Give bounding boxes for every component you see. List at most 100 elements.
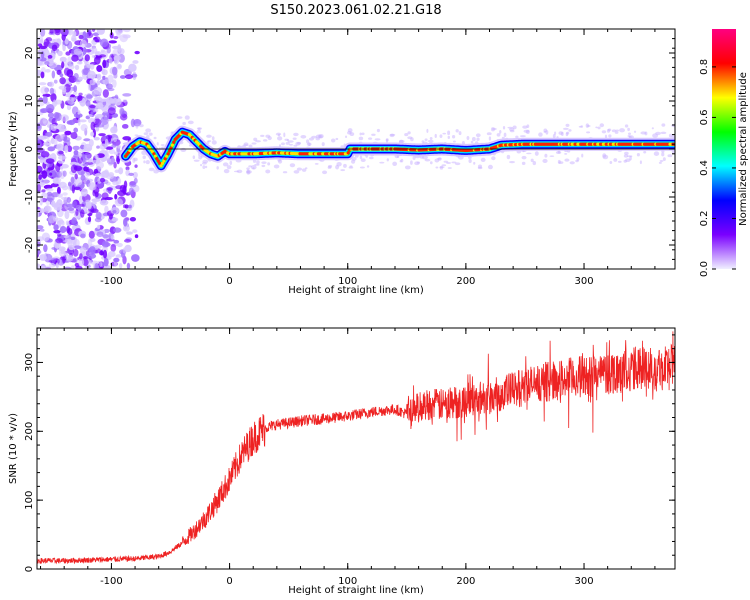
noise-blob: [99, 250, 105, 256]
noise-blob: [67, 64, 75, 70]
noise-blob: [59, 56, 67, 63]
noise-blob: [53, 224, 59, 231]
noise-blob: [104, 153, 110, 161]
noise-blob: [57, 160, 65, 164]
speckle: [613, 158, 618, 162]
speckle: [301, 168, 307, 172]
noise-blob: [39, 45, 48, 50]
ridge-peak: [346, 151, 350, 155]
speckle: [386, 158, 389, 162]
noise-blob: [59, 73, 64, 78]
noise-blob: [133, 177, 138, 184]
noise-blob: [122, 136, 132, 141]
noise-blob: [72, 248, 79, 257]
snr-ytick-label: 0: [24, 566, 35, 572]
speckle: [607, 128, 612, 132]
ridge-peak: [155, 157, 159, 161]
noise-blob: [57, 155, 67, 160]
speckle: [554, 131, 557, 135]
speckle: [156, 142, 159, 146]
noise-blob: [119, 107, 125, 116]
noise-blob: [71, 217, 78, 226]
noise-blob: [48, 215, 56, 224]
speckle: [407, 131, 411, 135]
noise-blob: [39, 29, 46, 37]
noise-blob: [122, 204, 127, 209]
speckle: [361, 132, 365, 136]
speckle: [601, 130, 607, 134]
noise-blob: [93, 136, 100, 141]
noise-blob: [98, 133, 106, 137]
spec-ytick-label: -10: [24, 189, 35, 205]
speckle: [442, 132, 447, 135]
noise-blob: [114, 193, 118, 200]
speckle: [476, 137, 480, 141]
noise-blob: [102, 69, 108, 76]
speckle: [187, 120, 194, 125]
speckle: [565, 123, 570, 127]
noise-blob: [99, 177, 106, 183]
cbar-tick-label: 0.6: [699, 109, 710, 125]
speckle: [138, 124, 144, 128]
noise-blob: [73, 73, 79, 80]
speckle: [248, 144, 253, 149]
noise-blob: [53, 180, 59, 185]
speckle: [254, 163, 260, 166]
noise-blob: [112, 48, 121, 57]
noise-blob: [128, 172, 135, 177]
colorbar-label: Normalized spectral amplitude: [738, 72, 749, 226]
speckle: [426, 128, 429, 133]
noise-blob: [94, 217, 102, 223]
speckle: [315, 134, 322, 139]
speckle: [358, 136, 364, 141]
speckle: [515, 135, 519, 139]
speckle: [488, 136, 492, 141]
speckle: [586, 131, 591, 134]
ridge-peak: [156, 159, 160, 163]
noise-blob: [106, 187, 113, 191]
speckle: [289, 163, 296, 168]
noise-blob: [71, 37, 77, 42]
ridge-peak: [172, 140, 176, 144]
speckle: [628, 132, 631, 135]
noise-blob: [116, 242, 123, 248]
speckle: [198, 155, 203, 160]
speckle: [543, 131, 547, 133]
noise-blob: [129, 216, 137, 222]
speckle: [623, 154, 629, 158]
noise-blob: [82, 46, 87, 55]
speckle: [660, 131, 667, 135]
noise-blob: [134, 164, 138, 168]
noise-blob: [78, 34, 84, 40]
spec-xtick-label: 300: [574, 276, 593, 287]
speckle: [627, 127, 630, 132]
noise-blob: [123, 218, 128, 227]
noise-blob: [51, 257, 56, 264]
spec-xtick-label: 200: [456, 276, 475, 287]
noise-blob: [68, 244, 75, 251]
noise-blob: [134, 234, 139, 239]
noise-blob: [90, 131, 95, 137]
noise-blob: [113, 239, 120, 244]
noise-blob: [50, 137, 55, 145]
noise-blob: [51, 200, 56, 207]
speckle: [206, 134, 212, 138]
noise-blob: [56, 186, 61, 195]
noise-blob: [54, 29, 62, 36]
speckle: [439, 134, 443, 139]
spec-plot-area: [37, 29, 675, 269]
noise-blob: [77, 110, 81, 115]
noise-blob: [126, 262, 131, 269]
speckle: [424, 138, 428, 142]
speckle: [205, 165, 208, 169]
noise-blob: [90, 208, 99, 214]
noise-blob: [45, 69, 51, 73]
speckle: [611, 129, 617, 133]
speckle: [340, 169, 346, 172]
noise-blob: [83, 138, 91, 142]
ridge-peak: [159, 164, 163, 168]
noise-blob: [123, 29, 131, 33]
noise-blob: [73, 113, 83, 118]
noise-blob: [96, 145, 100, 149]
noise-blob: [59, 77, 66, 85]
